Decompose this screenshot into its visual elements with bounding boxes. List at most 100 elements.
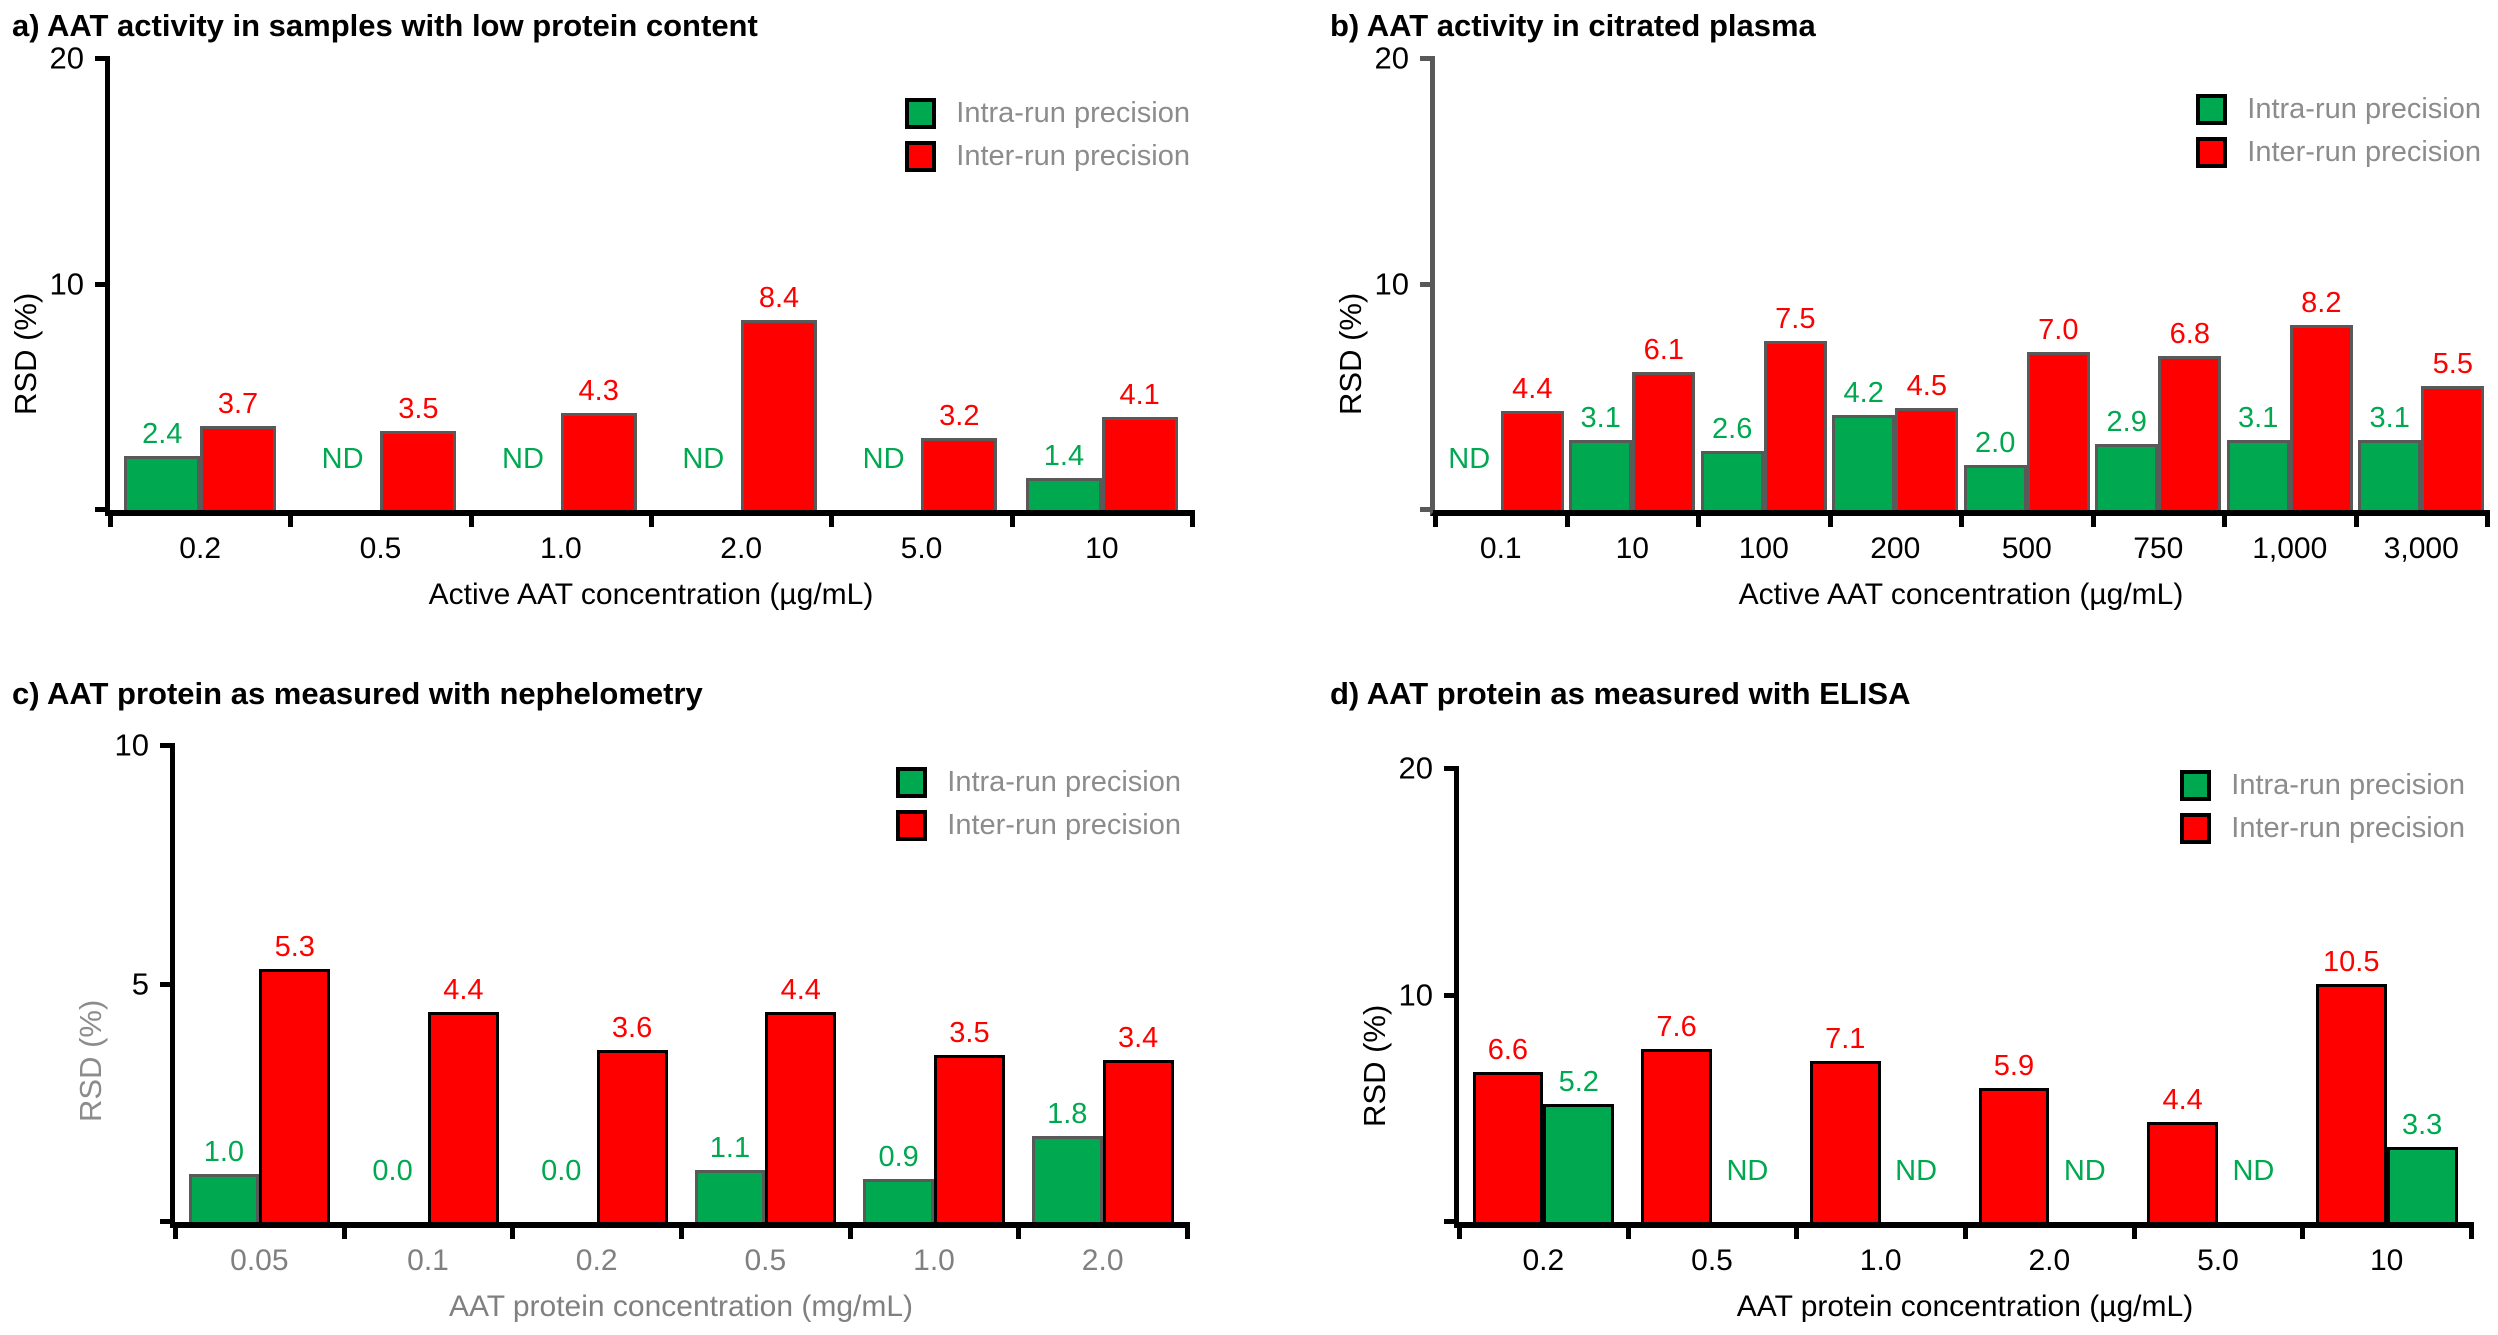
x-tick-label: 1.0 — [1859, 1244, 1902, 1277]
y-tick-mark — [1420, 56, 1435, 61]
legend-label-inter: Inter-run precision — [947, 809, 1181, 841]
bar-value-label: 7.5 — [1775, 302, 1816, 335]
x-tick-mark — [2485, 510, 2490, 527]
panel-d-y-axis-label: RSD (%) — [1357, 1004, 1392, 1127]
bar-slot-inter: 5.5 — [2421, 58, 2485, 510]
bar-value-label: 1.8 — [1047, 1098, 1088, 1131]
bar-slot-inter: 3.4 — [1102, 745, 1174, 1222]
x-tick-mark — [173, 1222, 178, 1239]
bar-group: 2.0 7.0 — [1961, 58, 2093, 510]
bar-inter — [1472, 1072, 1544, 1222]
bar-inter — [2289, 324, 2353, 510]
legend-item-inter: Inter-run precision — [2196, 137, 2481, 168]
x-tick-label: 750 — [2133, 532, 2184, 565]
bar-intra — [1026, 478, 1102, 510]
bar-slot-inter: 7.1 — [1809, 768, 1881, 1222]
panel-b-y-axis-label: RSD (%) — [1333, 292, 1368, 416]
x-axis-title: AAT protein concentration (µg/mL) — [1736, 1290, 2194, 1323]
y-tick-label: 5 — [131, 966, 149, 1001]
bar-slot-inter: 4.3 — [560, 58, 637, 510]
panel-c-plot-area: RSD (%) Intra-run precision Inter-run pr… — [73, 730, 1190, 1322]
bar-value-label: 3.3 — [2401, 1109, 2443, 1142]
bar-value-label: 7.0 — [2038, 313, 2079, 346]
x-tick-mark — [1190, 510, 1195, 527]
legend-label-inter: Inter-run precision — [956, 140, 1190, 172]
y-tick-mark — [160, 743, 175, 748]
bar-slot-inter: 7.5 — [1763, 58, 1827, 510]
legend-item-intra: Intra-run precision — [896, 767, 1181, 798]
bar-group: 10.5 3.3 — [2302, 768, 2471, 1222]
intra-run-swatch — [2180, 770, 2212, 801]
x-tick-mark — [1963, 1222, 1968, 1239]
bar-slot-intra: ND — [1438, 58, 1501, 510]
bar-slot-intra: 4.2 — [1832, 58, 1896, 510]
x-tick-mark — [1564, 510, 1570, 527]
bar-group: 7.6 ND — [1628, 768, 1797, 1222]
bar-slot-inter: 5.9 — [1978, 768, 2050, 1222]
x-axis-title: AAT protein concentration (mg/mL) — [448, 1290, 914, 1323]
bar-value-label: ND — [1726, 1155, 1769, 1187]
bar-value-label: ND — [2063, 1155, 2106, 1187]
bar-slot-intra: 2.4 — [124, 58, 201, 510]
bar-value-label: 0.0 — [541, 1155, 582, 1187]
bar-value-label: 4.4 — [1512, 372, 1553, 405]
bar-slot-inter: 7.6 — [1641, 768, 1712, 1222]
bar-slot-inter: 3.5 — [380, 58, 457, 510]
x-axis-title: Active AAT concentration (µg/mL) — [1738, 578, 2184, 611]
legend-label-inter: Inter-run precision — [2231, 812, 2465, 844]
bar-slot-intra: 0.9 — [863, 745, 935, 1222]
bar-intra — [124, 455, 201, 510]
y-tick-mark — [1420, 282, 1435, 287]
bar-value-label: 1.0 — [203, 1136, 245, 1169]
panel-d-legend: Intra-run precision Inter-run precision — [2180, 770, 2465, 844]
bar-slot-intra: ND — [305, 58, 381, 510]
x-tick-label: 10 — [2369, 1244, 2404, 1277]
panel-a-title: a) AAT activity in samples with low prot… — [12, 8, 758, 43]
bar-group: ND 4.3 — [471, 58, 651, 510]
bar-slot-inter: 7.0 — [2026, 58, 2090, 510]
x-tick-mark — [341, 1222, 347, 1239]
x-tick-label: 0.05 — [230, 1244, 289, 1277]
bar-value-label: 6.6 — [1487, 1034, 1529, 1067]
panel-b: b) AAT activity in citrated plasma RSD (… — [1249, 0, 2498, 668]
bar-intra — [2358, 439, 2422, 510]
bar-intra — [2226, 439, 2290, 510]
bar-value-label: 1.4 — [1043, 440, 1085, 473]
y-tick-mark — [95, 56, 110, 61]
panel-b-legend: Intra-run precision Inter-run precision — [2196, 94, 2481, 168]
y-tick-mark — [1444, 993, 1459, 998]
bar-inter — [596, 1050, 668, 1222]
x-tick-label: 2.0 — [2028, 1244, 2071, 1277]
x-tick-mark — [2222, 510, 2227, 527]
bar-slot-intra: ND — [2049, 768, 2120, 1222]
bar-inter — [2421, 385, 2485, 510]
bar-value-label: 4.2 — [1843, 377, 1884, 410]
legend-item-inter: Inter-run precision — [2180, 813, 2465, 844]
bar-value-label: 4.3 — [578, 374, 619, 407]
bar-value-label: ND — [1448, 443, 1491, 475]
y-tick-mark-zero — [95, 507, 110, 512]
x-tick-label: 0.1 — [407, 1244, 449, 1277]
bar-intra — [1963, 464, 2027, 510]
bar-slot-inter: 6.1 — [1632, 58, 1696, 510]
x-tick-mark — [829, 510, 835, 527]
y-tick-label: 20 — [49, 40, 84, 76]
bar-value-label: 4.4 — [443, 974, 484, 1007]
bar-group: 4.4 ND — [2134, 768, 2303, 1222]
legend-item-intra: Intra-run precision — [905, 98, 1190, 129]
bar-inter — [921, 437, 998, 510]
bar-intra — [1569, 439, 1633, 510]
bar-group: 1.4 4.1 — [1012, 58, 1192, 510]
x-axis-title: Active AAT concentration (µg/mL) — [428, 578, 874, 611]
bar-group: ND 3.5 — [290, 58, 470, 510]
bar-value-label: 5.3 — [274, 931, 315, 964]
panel-d-title: d) AAT protein as measured with ELISA — [1330, 676, 1911, 711]
bar-inter — [380, 430, 457, 510]
bar-slot-inter: 5.3 — [259, 745, 331, 1222]
x-tick-mark — [2353, 510, 2359, 527]
inter-run-swatch — [905, 141, 937, 172]
bar-slot-intra: 3.3 — [2386, 768, 2458, 1222]
bar-slot-inter: 4.4 — [1500, 58, 1564, 510]
x-tick-label: 500 — [2001, 532, 2052, 565]
x-tick-mark — [1185, 1222, 1190, 1239]
